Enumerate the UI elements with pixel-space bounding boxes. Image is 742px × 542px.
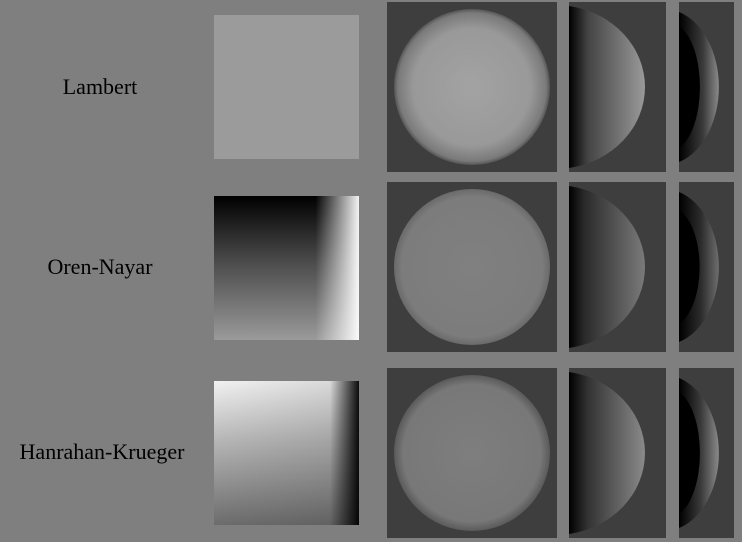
sphere-crescent-lambert [679,2,734,172]
brdf-map-hanrahan-krueger [214,381,359,525]
sphere-crescent-oren-nayar [679,182,734,352]
sphere-front-lambert [387,2,557,172]
sphere-front-oren-nayar [387,182,557,352]
sphere-front-hanrahan-krueger [387,368,557,538]
brdf-map-oren-nayar [214,196,359,340]
row-label-hanrahan-krueger: Hanrahan-Krueger [19,439,185,464]
brdf-map-lambert [214,15,359,159]
sphere-side-oren-nayar [569,182,666,352]
row-label-oren-nayar: Oren-Nayar [47,254,153,279]
row-label-lambert: Lambert [62,74,138,99]
sphere-side-lambert [569,2,666,172]
sphere-crescent-hanrahan-krueger [679,368,734,538]
sphere-side-hanrahan-krueger [569,368,666,538]
